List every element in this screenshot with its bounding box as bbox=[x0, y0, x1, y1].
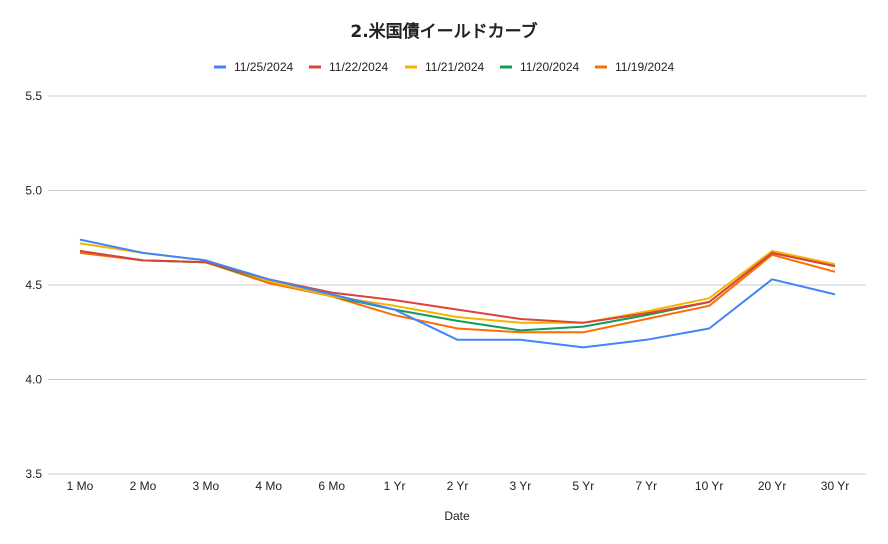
x-tick-label: 7 Yr bbox=[635, 479, 657, 493]
x-tick-label: 10 Yr bbox=[695, 479, 723, 493]
x-tick-label: 1 Yr bbox=[384, 479, 406, 493]
x-tick-label: 3 Yr bbox=[510, 479, 532, 493]
chart-title: 2.米国債イールドカーブ bbox=[350, 21, 537, 42]
series-lines bbox=[79, 238, 836, 349]
y-tick-label: 4.5 bbox=[25, 278, 42, 292]
y-tick-label: 5.5 bbox=[25, 89, 42, 103]
x-tick-label: 20 Yr bbox=[758, 479, 786, 493]
x-tick-label: 5 Yr bbox=[572, 479, 594, 493]
x-tick-label: 30 Yr bbox=[821, 479, 849, 493]
x-tick-label: 2 Mo bbox=[130, 479, 157, 493]
x-tick-label: 3 Mo bbox=[192, 479, 219, 493]
series-line bbox=[79, 250, 836, 324]
y-tick-label: 5.0 bbox=[25, 184, 42, 198]
y-tick-label: 4.0 bbox=[25, 373, 42, 387]
y-axis-ticks: 3.5 4.0 4.5 5.0 5.5 bbox=[25, 89, 42, 481]
x-axis-title: Date bbox=[444, 509, 470, 523]
x-tick-label: 6 Mo bbox=[318, 479, 345, 493]
y-tick-label: 3.5 bbox=[25, 467, 42, 481]
series-line bbox=[79, 238, 836, 349]
legend-label: 11/22/2024 bbox=[329, 60, 388, 74]
x-tick-label: 1 Mo bbox=[67, 479, 94, 493]
x-axis-ticks: 1 Mo 2 Mo 3 Mo 4 Mo 6 Mo 1 Yr 2 Yr 3 Yr 5 Yr 7 Yr… bbox=[67, 479, 850, 493]
legend-label: 11/20/2024 bbox=[520, 60, 579, 74]
legend: 11/25/2024 11/22/2024 11/21/2024 11/20/2024… bbox=[214, 60, 674, 74]
legend-label: 11/25/2024 bbox=[234, 60, 293, 74]
legend-label: 11/19/2024 bbox=[615, 60, 674, 74]
x-tick-label: 4 Mo bbox=[255, 479, 282, 493]
series-line bbox=[79, 242, 836, 324]
legend-label: 11/21/2024 bbox=[425, 60, 484, 74]
x-tick-label: 2 Yr bbox=[447, 479, 469, 493]
gridlines bbox=[48, 95, 866, 475]
